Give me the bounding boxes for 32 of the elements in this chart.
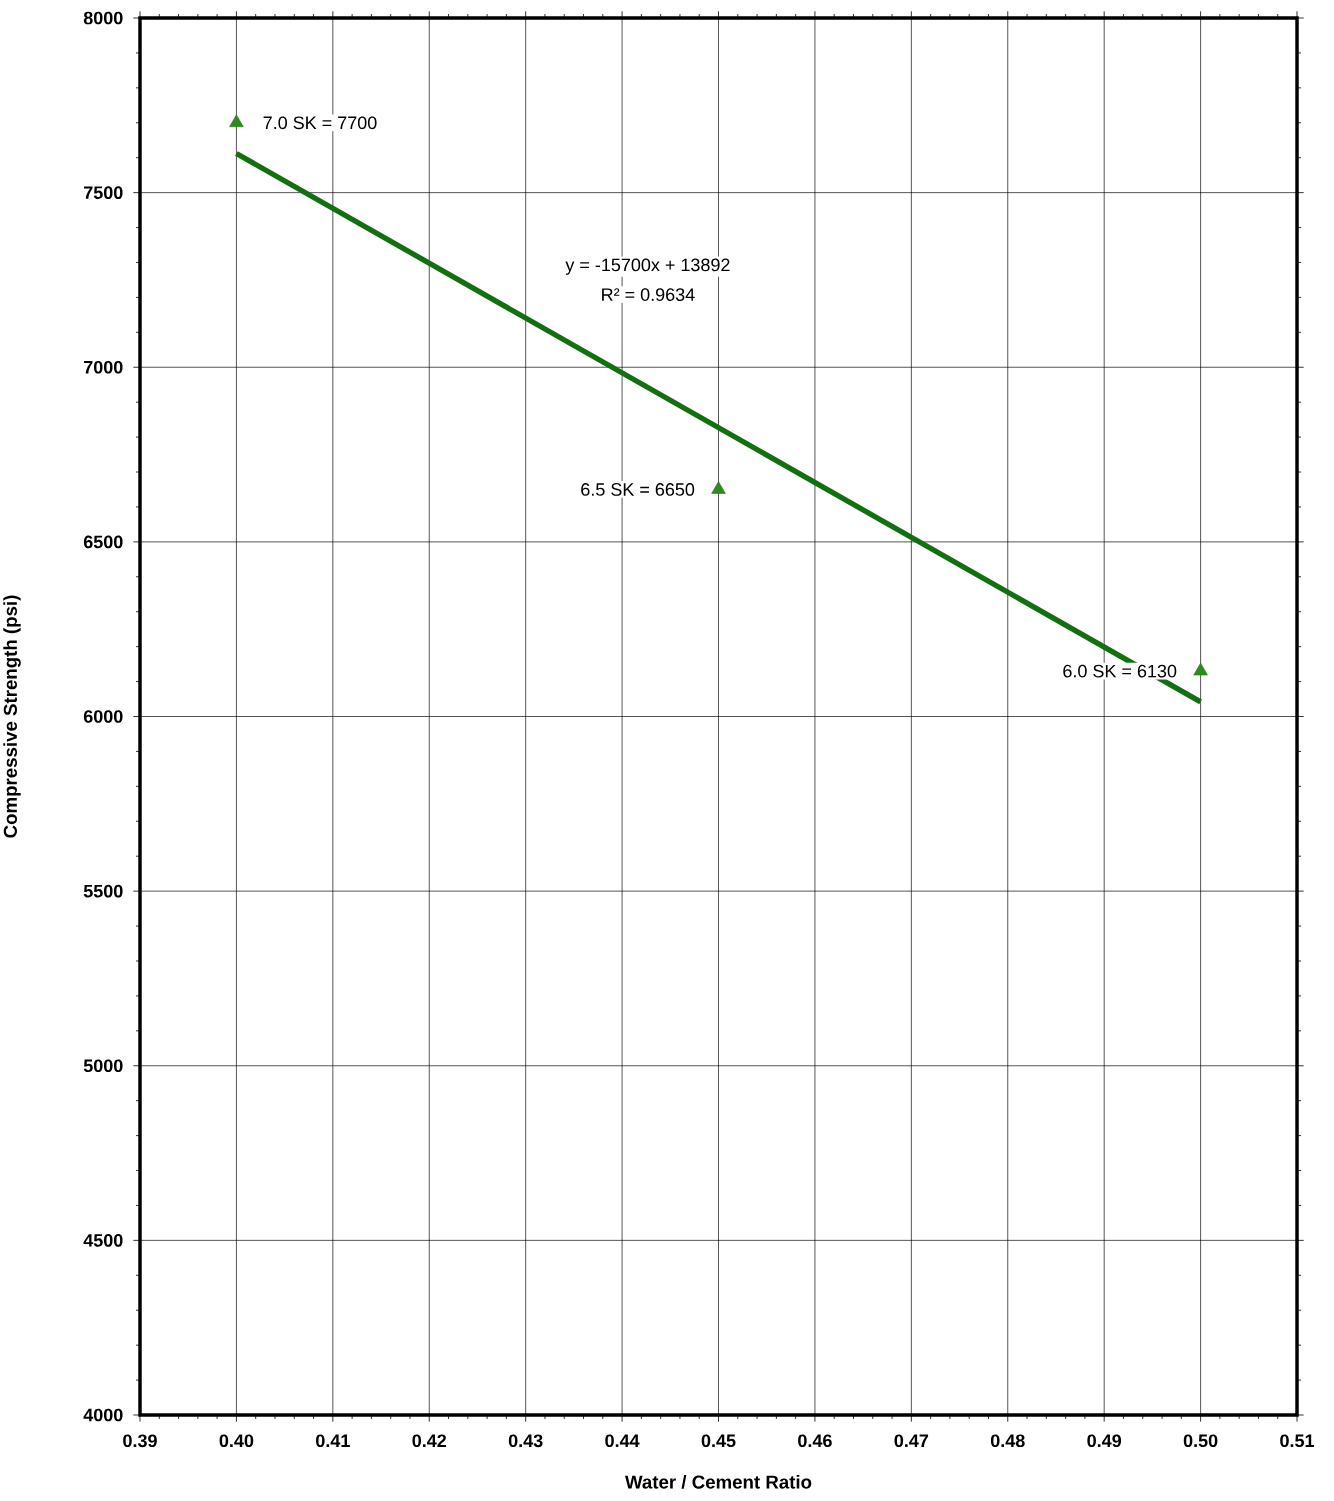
y-tick-label: 5500	[83, 884, 123, 898]
x-tick-label: 0.46	[798, 1434, 832, 1448]
point	[229, 114, 244, 128]
y-tick-label: 5000	[83, 1059, 123, 1073]
x-tick-label: 0.48	[990, 1434, 1025, 1448]
y-tick-label: 6000	[83, 710, 123, 723]
x-tick-label: 0.41	[316, 1434, 350, 1448]
y-tick-label: 7500	[84, 186, 123, 199]
y-tick-label: 6500	[83, 535, 123, 549]
annotation: R² = 0.9634	[602, 288, 695, 301]
annotation: 6.0 SK = 6130	[1063, 664, 1177, 678]
point	[711, 481, 726, 494]
y-tick-label: 7000	[84, 360, 123, 374]
point	[1193, 662, 1208, 676]
y-tick-label: 4000	[83, 1408, 123, 1422]
x-tick-label: 0.47	[894, 1434, 929, 1448]
x-tick-label: 0.42	[412, 1434, 447, 1448]
x-tick-label: 0.49	[1087, 1434, 1122, 1448]
x-tick-label: 0.45	[701, 1434, 736, 1448]
annotation: 7.0 SK = 7700	[263, 116, 377, 130]
y-tick-label: 8000	[83, 11, 123, 25]
x-tick-label: 0.39	[123, 1434, 157, 1448]
x-tick-label: 0.43	[508, 1434, 543, 1448]
y-tick-label: 4500	[83, 1234, 123, 1247]
x-axis-title: Water / Cement Ratio	[625, 1474, 812, 1489]
x-tick-label: 0.44	[605, 1434, 640, 1448]
y-axis-title: Compressive Strength (psi)	[3, 595, 21, 838]
annotation: 6.5 SK = 6650	[581, 483, 695, 496]
x-tick-label: 0.51	[1280, 1434, 1315, 1448]
x-tick-label: 0.40	[219, 1434, 254, 1448]
x-tick-label: 0.50	[1183, 1434, 1218, 1448]
annotation: y = -15700x + 13892	[565, 258, 730, 275]
